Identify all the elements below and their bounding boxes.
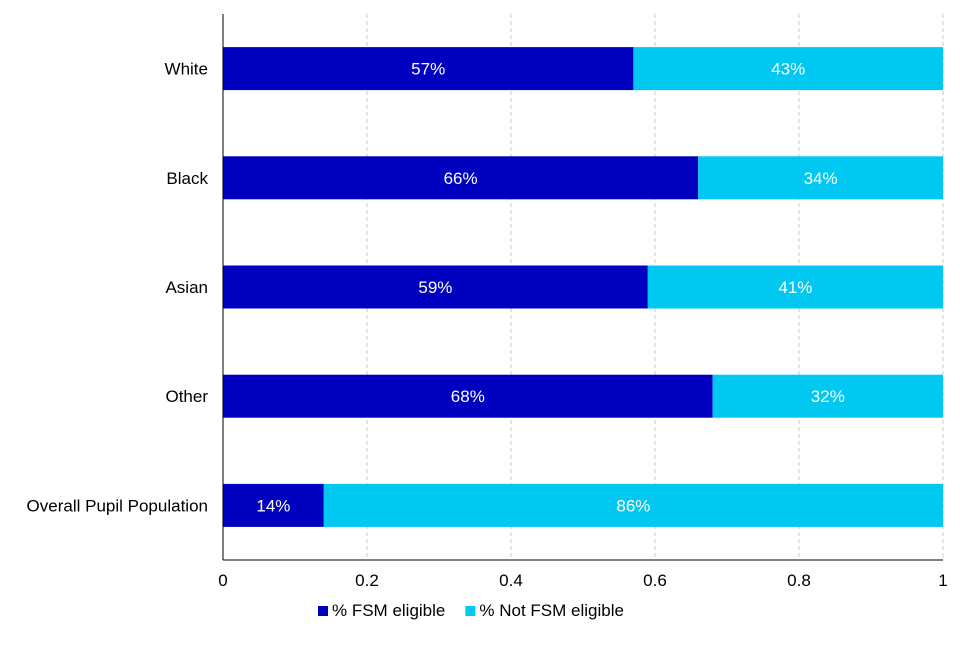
data-label: 34%: [804, 169, 838, 188]
data-label: 68%: [451, 387, 485, 406]
category-label: Black: [166, 169, 208, 188]
data-label: 59%: [418, 278, 452, 297]
bar-segment: [712, 374, 943, 418]
data-label: 32%: [811, 387, 845, 406]
legend: % FSM eligible % Not FSM eligible: [318, 601, 624, 620]
bar-segment: [223, 374, 713, 418]
legend-swatch: [465, 606, 476, 616]
bar-segment: [223, 265, 648, 309]
bar-segment: [647, 265, 943, 309]
axes: White Black Asian Other Overall Pupil Popula…: [27, 14, 948, 590]
x-tick-label: 0: [218, 571, 227, 590]
x-tick-label: 0.4: [499, 571, 523, 590]
x-tick-label: 0.8: [787, 571, 811, 590]
legend-label: % Not FSM eligible: [479, 601, 624, 620]
bar-segment: [223, 156, 699, 200]
legend-swatch: [318, 606, 328, 616]
bar-segment: [698, 156, 943, 200]
data-label: 66%: [444, 169, 478, 188]
legend-label: % FSM eligible: [332, 601, 445, 620]
bar-segment: [223, 483, 324, 527]
data-label: 86%: [616, 496, 650, 515]
category-label: Overall Pupil Population: [27, 496, 208, 515]
data-label: 41%: [778, 278, 812, 297]
data-label: 57%: [411, 60, 445, 79]
bar-segment: [633, 47, 943, 91]
bar-segment: [223, 47, 634, 91]
x-tick-label: 0.2: [355, 571, 379, 590]
bars: 57% 43% 66% 34% 59% 41% 68% 32% 14% 86%: [223, 47, 943, 527]
category-label: Other: [165, 387, 208, 406]
bar-segment: [323, 483, 943, 527]
data-label: 14%: [256, 496, 290, 515]
category-label: White: [165, 60, 208, 79]
x-tick-label: 1: [938, 571, 947, 590]
x-tick-label: 0.6: [643, 571, 667, 590]
category-label: Asian: [165, 278, 208, 297]
data-label: 43%: [771, 60, 805, 79]
